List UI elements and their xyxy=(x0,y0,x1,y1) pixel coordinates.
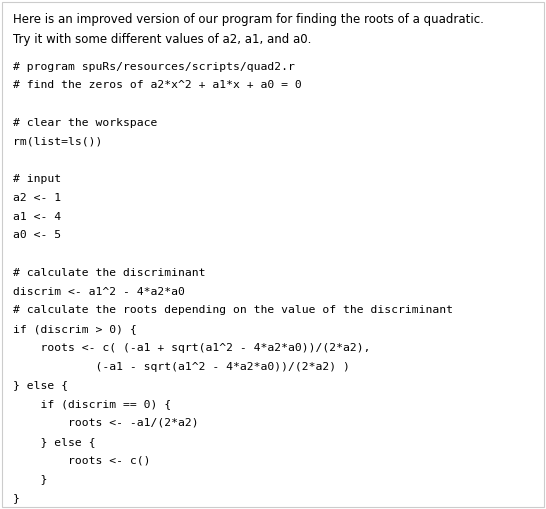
Text: roots <- c( (-a1 + sqrt(a1^2 - 4*a2*a0))/(2*a2),: roots <- c( (-a1 + sqrt(a1^2 - 4*a2*a0))… xyxy=(13,343,371,353)
Text: rm(list=ls()): rm(list=ls()) xyxy=(13,136,103,147)
Text: Try it with some different values of a2, a1, and a0.: Try it with some different values of a2,… xyxy=(13,33,311,46)
Text: a2 <- 1: a2 <- 1 xyxy=(13,193,61,203)
Text: # input: # input xyxy=(13,174,61,184)
Text: } else {: } else { xyxy=(13,380,68,390)
Text: discrim <- a1^2 - 4*a2*a0: discrim <- a1^2 - 4*a2*a0 xyxy=(13,287,185,297)
Text: # calculate the discriminant: # calculate the discriminant xyxy=(13,268,205,278)
Text: # calculate the roots depending on the value of the discriminant: # calculate the roots depending on the v… xyxy=(13,305,453,316)
Text: # program spuRs/resources/scripts/quad2.r: # program spuRs/resources/scripts/quad2.… xyxy=(13,62,295,72)
Text: if (discrim > 0) {: if (discrim > 0) { xyxy=(13,324,136,334)
Text: a0 <- 5: a0 <- 5 xyxy=(13,231,61,240)
Text: roots <- -a1/(2*a2): roots <- -a1/(2*a2) xyxy=(13,418,199,428)
Text: # find the zeros of a2*x^2 + a1*x + a0 = 0: # find the zeros of a2*x^2 + a1*x + a0 =… xyxy=(13,80,302,91)
Text: a1 <- 4: a1 <- 4 xyxy=(13,212,61,221)
Text: }: } xyxy=(13,474,48,484)
Text: }: } xyxy=(13,493,20,503)
Text: roots <- c(): roots <- c() xyxy=(13,456,151,465)
Text: Here is an improved version of our program for finding the roots of a quadratic.: Here is an improved version of our progr… xyxy=(13,13,484,26)
Text: (-a1 - sqrt(a1^2 - 4*a2*a0))/(2*a2) ): (-a1 - sqrt(a1^2 - 4*a2*a0))/(2*a2) ) xyxy=(13,361,350,372)
Text: } else {: } else { xyxy=(13,437,96,446)
Text: if (discrim == 0) {: if (discrim == 0) { xyxy=(13,399,171,409)
Text: # clear the workspace: # clear the workspace xyxy=(13,118,157,128)
